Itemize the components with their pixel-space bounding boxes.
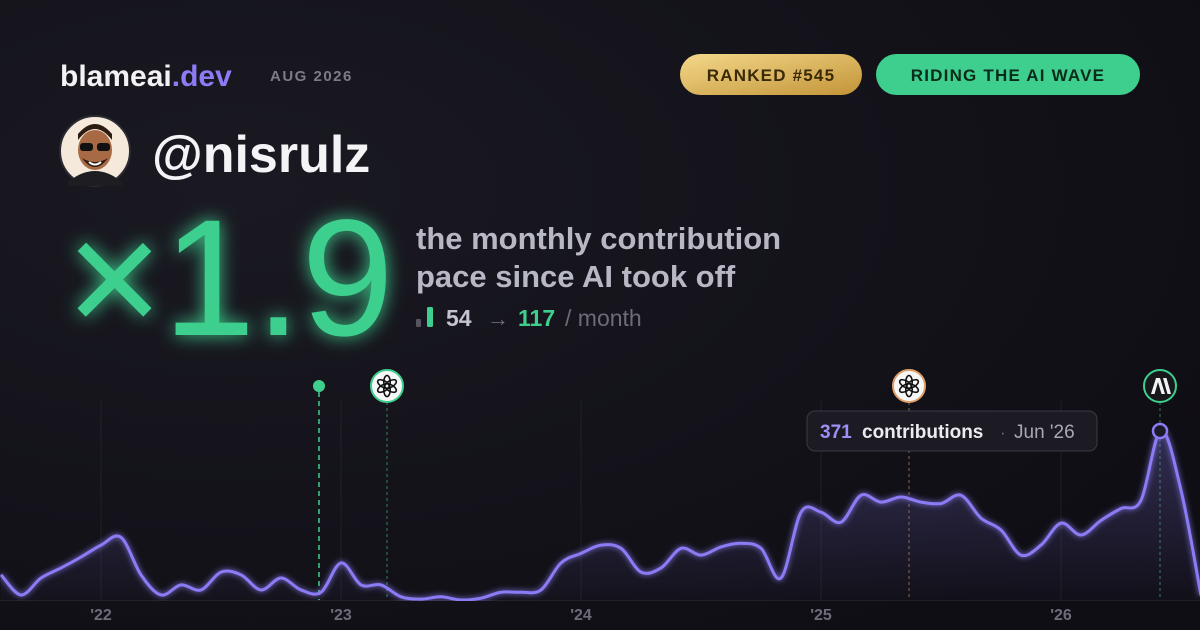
x-tick-label: '23 — [330, 607, 352, 624]
line — [0, 428, 1200, 601]
tooltip-separator: · — [1000, 423, 1006, 442]
event-icons — [370, 369, 1177, 403]
caption-line: pace since AI took off — [416, 259, 736, 294]
status-badge-text: RIDING THE AI WAVE — [911, 66, 1105, 85]
handle: @nisrulz — [152, 126, 370, 184]
status-badge — [876, 54, 1140, 95]
tooltip-value: 371 — [820, 422, 852, 443]
x-tick-label: '24 — [570, 607, 592, 624]
after-value: 117 — [518, 305, 555, 331]
icon-glyph — [1151, 378, 1171, 394]
x-tick-label: '22 — [90, 607, 112, 624]
unit: / month — [565, 305, 642, 331]
area — [1, 430, 1200, 601]
caption-line: the monthly contribution — [416, 221, 781, 256]
peak-marker — [1151, 422, 1169, 440]
icon-petal — [376, 378, 391, 390]
plot — [0, 428, 1200, 601]
tooltip-date: Jun '26 — [1014, 422, 1075, 443]
arrow: → — [487, 306, 509, 331]
rank-badge — [680, 54, 862, 95]
tooltip-label: contributions — [862, 422, 983, 443]
tooltip-box — [806, 410, 1098, 452]
before-value: 54 — [446, 305, 472, 331]
tooltip: 371 contributions · Jun '26 — [806, 410, 1098, 452]
icon-petal — [898, 378, 913, 390]
x-tick-label: '26 — [1050, 607, 1072, 624]
before-icon — [416, 319, 421, 327]
date: AUG 2026 — [270, 68, 353, 85]
after-icon — [427, 307, 433, 327]
brand: blameai.dev — [60, 60, 232, 93]
icon-ring — [370, 369, 404, 403]
x-tick-label: '25 — [810, 607, 832, 624]
icon-ring — [892, 369, 926, 403]
multiplier: ×1.9 — [66, 186, 394, 371]
event-dot — [313, 380, 325, 392]
rank-badge-text: RANKED #545 — [707, 66, 835, 85]
avatar — [59, 115, 131, 187]
